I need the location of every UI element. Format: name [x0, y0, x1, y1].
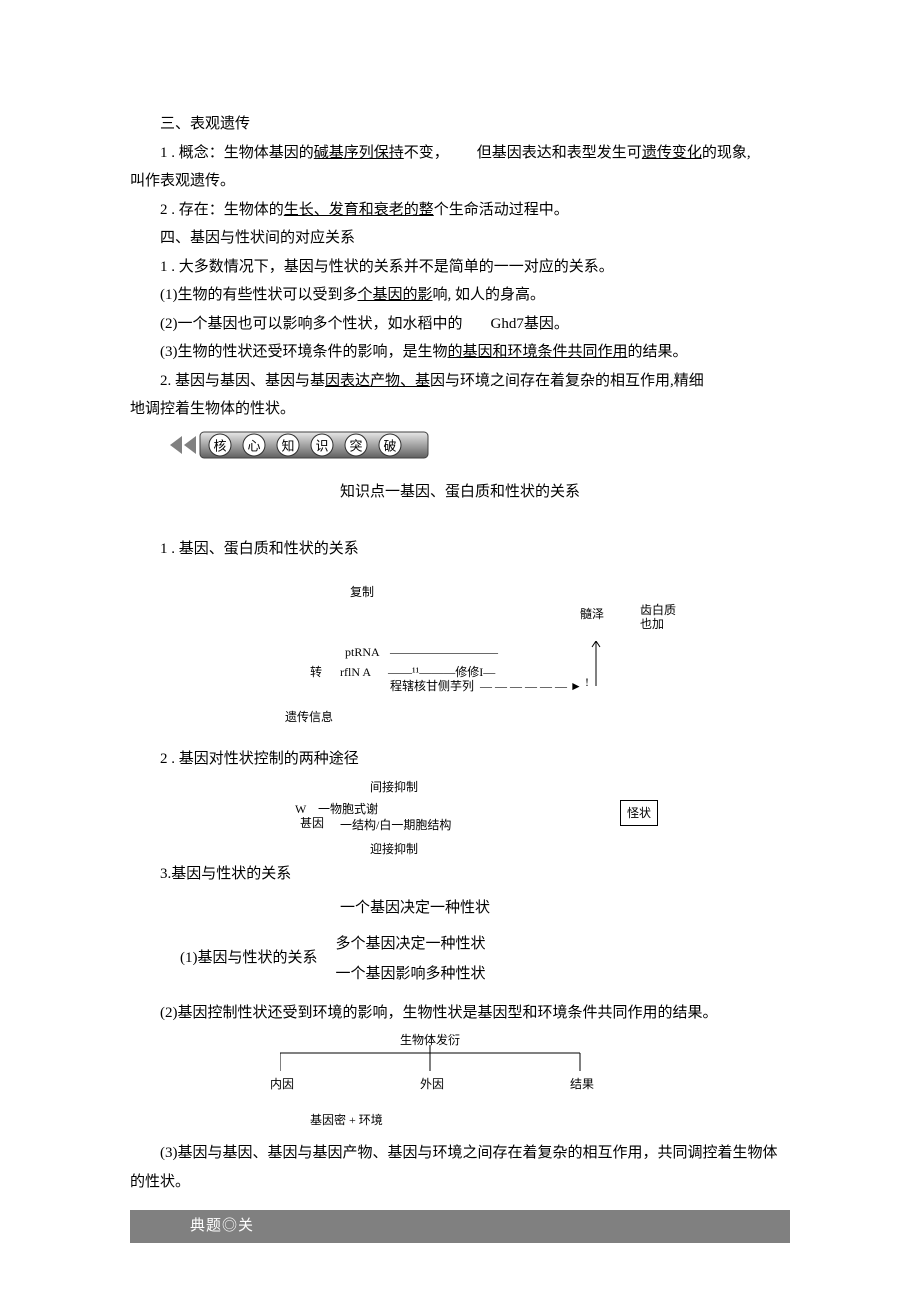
section2-heading: 2 . 基因对性状控制的两种途径	[130, 745, 790, 774]
sec3-p2u1: 生长、发育和衰老的整	[284, 202, 434, 218]
sec4-p2b: 因与环境之间存在着复杂的相互作用,精细	[430, 373, 704, 389]
sec3-p1b: 不变，	[404, 145, 449, 161]
d3-r: 结果	[570, 1073, 594, 1096]
diagram-3: 生物体发衍 内因 外因 结果 基因密 + 环境	[130, 1029, 790, 1129]
sec4-p2c: 地调控着生物体的性状。	[130, 395, 790, 424]
svg-text:破: 破	[383, 438, 396, 453]
footer-bar: 典题◎关	[130, 1210, 790, 1243]
svg-text:核: 核	[213, 438, 226, 453]
svg-text:识: 识	[315, 438, 328, 453]
svg-text:突: 突	[349, 438, 362, 453]
d2-mid2: 一结构/白一期胞结构	[340, 814, 451, 837]
d1-right1: 髓泽	[580, 603, 604, 626]
d2-bottom: 迎接抑制	[370, 838, 418, 861]
sec4-p1-3a: (3)生物的性状还受环境条件的影响，是生物	[160, 344, 448, 360]
brace-label: (1)基因与性状的关系	[180, 944, 318, 973]
svg-text:知: 知	[281, 438, 294, 453]
sec4-p1-3b: 的结果。	[628, 344, 688, 360]
d1-arrowline: — — — — — — ►	[480, 675, 582, 698]
sec4-p2: 2. 基因与基因、基因与基因表达产物、基因与环境之间存在着复杂的相互作用,精细	[130, 367, 790, 396]
d1-fuzi: 复制	[350, 581, 374, 604]
d3-l: 内因	[270, 1073, 294, 1096]
d2-ji: 甚因	[300, 812, 324, 835]
sec3-p1c: 但基因表达和表型发生可	[477, 145, 642, 161]
d3-bottom: 基因密 + 环境	[310, 1109, 383, 1132]
d1-line2: 程辖核甘侧芋列	[390, 675, 474, 698]
sec3-p1e: 叫作表观遗传。	[130, 167, 790, 196]
sec3-p2: 2 . 存在：生物体的生长、发育和衰老的整个生命活动过程中。	[130, 196, 790, 225]
sec4-p1-3: (3)生物的性状还受环境条件的影响，是生物的基因和环境条件共同作用的结果。	[130, 338, 790, 367]
sec4-p1: 1 . 大多数情况下，基因与性状的关系并不是简单的一一对应的关系。	[130, 253, 790, 282]
sec3-p1u2: 遗传变化	[642, 145, 702, 161]
svg-text:心: 心	[247, 438, 260, 453]
sec4-p1-1: (1)生物的有些性状可以受到多个基因的影响, 如人的身高。	[130, 281, 790, 310]
sec3-p1a: 1 . 概念：生物体基因的	[160, 145, 314, 161]
diagram-2: 间接抑制 W 一物胞式谢 甚因 一结构/白一期胞结构 怪状 迎接抑制	[130, 776, 790, 856]
sec4-p1-2: (2)一个基因也可以影响多个性状，如水稻中的 Ghd7基因。	[130, 310, 790, 339]
sec4-p1-1a: (1)生物的有些性状可以受到多	[160, 287, 358, 303]
sec3-p1u1: 碱基序列保持	[314, 145, 404, 161]
knowledge-point-title: 知识点一基因、蛋白质和性状的关系	[130, 478, 790, 507]
sec4-title: 四、基因与性状间的对应关系	[130, 224, 790, 253]
sec4-p1-1b: 响, 如人的身高。	[433, 287, 546, 303]
sec4-p2a: 2. 基因与基因、基因与基	[160, 373, 325, 389]
d1-zhuan: 转	[310, 661, 322, 684]
d1-rflna: rflN A	[340, 661, 371, 684]
sec3-p1: 1 . 概念：生物体基因的碱基序列保持不变， 但基因表达和表型发生可遗传变化的现象…	[130, 139, 790, 168]
d3-m: 外因	[420, 1073, 444, 1096]
section3-p2: (2)基因控制性状还受到环境的影响，生物性状是基因型和环境条件共同作用的结果。	[130, 999, 790, 1028]
section3-heading: 3.基因与性状的关系	[130, 860, 790, 889]
core-knowledge-banner: 核心 知识 突破	[170, 430, 430, 460]
d1-arrowtail: !	[585, 671, 589, 694]
sec4-p1-2a: (2)一个基因也可以影响多个性状，如水稻中的	[160, 316, 463, 332]
section3-p3-wrap: (3)基因与基因、基因与基因产物、基因与环境之间存在着复杂的相互作用，共同调控着…	[130, 1139, 790, 1196]
section3-p3: (3)基因与基因、基因与基因产物、基因与环境之间存在着复杂的相互作用，共同调控着…	[130, 1145, 778, 1190]
brace-item-b: 一个基因影响多种性状	[336, 959, 486, 989]
sec4-p1-1u: 个基因的影	[358, 287, 433, 303]
sec3-p2b: 个生命活动过程中。	[434, 202, 569, 218]
sec4-p2u: 因表达产物、基	[325, 373, 430, 389]
brace-item-a: 多个基因决定一种性状	[336, 929, 486, 959]
section3-firstline: 一个基因决定一种性状	[340, 894, 790, 923]
diagram-1: 复制 髓泽 齿白质 也加 ptRNA ————————— 转 rflN A ——…	[130, 581, 790, 731]
brace-block: (1)基因与性状的关系 多个基因决定一种性状 一个基因影响多种性状	[180, 929, 790, 989]
footer-label: 典题◎关	[190, 1218, 254, 1234]
sec3-p1d: 的现象,	[702, 145, 751, 161]
sec4-p1-2b: Ghd7基因。	[491, 316, 569, 332]
d2-box: 怪状	[620, 800, 658, 827]
sec3-p2a: 2 . 存在：生物体的	[160, 202, 284, 218]
sec3-title: 三、表观遗传	[130, 110, 790, 139]
d2-top: 间接抑制	[370, 776, 418, 799]
section1-heading: 1 . 基因、蛋白质和性状的关系	[130, 535, 790, 564]
sec4-p1-3u: 的基因和环境条件共同作用	[448, 344, 628, 360]
d1-info: 遗传信息	[285, 706, 333, 729]
d1-right2b: 也加	[640, 613, 664, 636]
